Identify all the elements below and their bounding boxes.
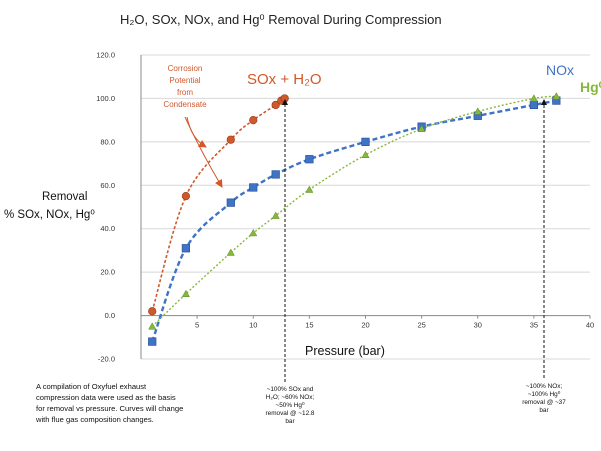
note-line-1: A compilation of Oxyfuel exhaust xyxy=(36,382,147,391)
x-tick-label: 10 xyxy=(249,321,257,330)
chart-title: H₂O, SOx, NOx, and Hg⁰ Removal During Co… xyxy=(120,12,442,27)
marker-37-line-2: ~100% Hg⁰ xyxy=(528,391,561,398)
series-label-hg: Hg⁰ xyxy=(580,79,601,95)
x-tick-label: 35 xyxy=(530,321,538,330)
y-axis-label-line-1: Removal xyxy=(42,191,87,203)
corrosion-annotation: Corrosion Potential from Condensate xyxy=(163,64,223,188)
marker-13-line-2: H₂O; ~60% NOx; xyxy=(266,394,315,401)
y-tick-label: 100.0 xyxy=(96,94,115,103)
corrosion-line-3: from xyxy=(177,88,193,97)
x-tick-label: 15 xyxy=(305,321,313,330)
compilation-note: A compilation of Oxyfuel exhaust compres… xyxy=(35,382,183,424)
marker-13-line-4: removal @ ~12.8 xyxy=(266,410,315,417)
corrosion-line-4: Condensate xyxy=(163,100,207,109)
note-line-2: compression data were used as the basis xyxy=(36,393,176,402)
x-tick-labels: 5 10 15 20 25 30 35 40 xyxy=(195,321,594,330)
note-line-3: for removal vs pressure. Curves will cha… xyxy=(36,404,183,413)
data-point-triangle xyxy=(249,228,258,237)
marker-13-line-5: bar xyxy=(285,418,295,425)
series-line-triangle xyxy=(151,95,557,327)
x-tick-label: 30 xyxy=(474,321,482,330)
note-line-4: with flue gas composition changes. xyxy=(35,415,154,424)
data-point-circle xyxy=(181,192,190,201)
series-label-nox: NOx xyxy=(546,62,574,78)
data-point-triangle xyxy=(529,94,538,102)
marker-12-8-bar: ~100% SOx and H₂O; ~60% NOx; ~50% Hg⁰ re… xyxy=(266,99,315,425)
axes xyxy=(140,55,591,359)
x-tick-label: 5 xyxy=(195,321,199,330)
corrosion-line-1: Corrosion xyxy=(168,64,203,73)
x-axis-label: Pressure (bar) xyxy=(305,344,385,358)
data-point-square xyxy=(361,137,370,146)
x-tick-label: 25 xyxy=(417,321,425,330)
y-tick-label: 20.0 xyxy=(100,268,115,277)
y-tick-label: 40.0 xyxy=(100,224,115,233)
series-line-square xyxy=(151,99,557,343)
y-tick-label: 120.0 xyxy=(96,51,115,60)
data-point-triangle xyxy=(148,322,157,330)
marker-13-line-3: ~50% Hg⁰ xyxy=(275,402,304,409)
y-tick-label: 0.0 xyxy=(105,311,115,320)
data-point-circle xyxy=(226,135,235,144)
data-point-square xyxy=(249,183,258,192)
marker-37-line-4: bar xyxy=(539,407,549,414)
data-point-circle xyxy=(249,116,258,125)
series-curves xyxy=(151,95,557,343)
x-tick-label: 20 xyxy=(361,321,369,330)
data-point-circle xyxy=(148,307,157,316)
data-point-square xyxy=(226,198,235,207)
data-point-square xyxy=(305,155,314,164)
series-label-sox-h2o: SOx + H₂O xyxy=(247,71,322,88)
data-point-square xyxy=(181,244,191,253)
data-point-square xyxy=(529,100,538,110)
data-point-triangle xyxy=(226,248,235,256)
corrosion-line-2: Potential xyxy=(169,76,200,85)
data-point-square xyxy=(148,337,157,346)
data-point-triangle xyxy=(361,150,370,159)
data-point-square xyxy=(271,170,280,179)
data-point-triangle xyxy=(305,185,314,193)
marker-37-line-3: removal @ ~37 xyxy=(522,399,566,406)
data-point-circle xyxy=(271,100,280,110)
x-tick-label: 40 xyxy=(586,321,594,330)
data-point-triangle xyxy=(552,92,561,100)
data-point-triangle xyxy=(473,107,482,115)
y-tick-label: 60.0 xyxy=(100,181,115,190)
y-tick-labels: -20.0 0.0 20.0 40.0 60.0 80.0 100.0 120.0 xyxy=(96,51,115,364)
y-axis-label-line-2: % SOx, NOx, Hg⁰ xyxy=(4,209,95,221)
marker-37-line-1: ~100% NOx; xyxy=(526,383,563,390)
data-point-triangle xyxy=(271,211,280,219)
marker-13-line-1: ~100% SOx and xyxy=(267,386,314,393)
data-point-triangle xyxy=(181,289,190,297)
y-tick-label: 80.0 xyxy=(100,137,115,146)
corrosion-arrow-lower xyxy=(184,116,223,188)
y-tick-label: -20.0 xyxy=(98,355,115,364)
data-point-triangle xyxy=(417,124,426,132)
marker-37-bar: ~100% NOx; ~100% Hg⁰ removal @ ~37 bar xyxy=(522,99,566,414)
corrosion-arrow-upper xyxy=(186,116,207,148)
